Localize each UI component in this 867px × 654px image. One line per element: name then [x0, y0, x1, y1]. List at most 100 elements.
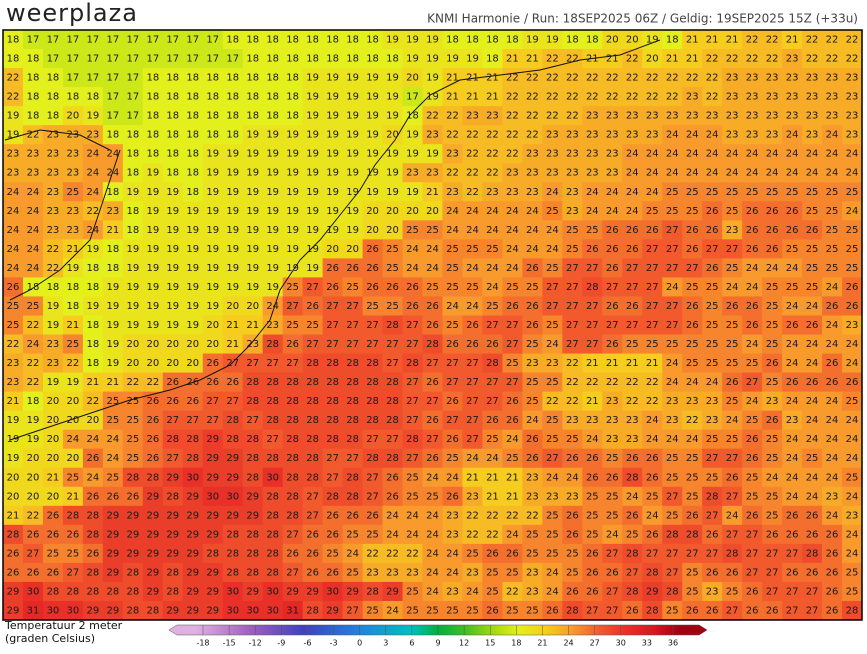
- temperature-label: 28: [266, 529, 279, 540]
- temperature-cell: [382, 49, 404, 69]
- temperature-label: 21: [586, 358, 599, 369]
- temperature-label: 17: [146, 54, 159, 65]
- temperature-cell: [422, 144, 443, 164]
- temperature-label: 28: [486, 358, 499, 369]
- temperature-cell: [22, 87, 44, 107]
- temperature-label: 25: [486, 434, 499, 445]
- temperature-label: 30: [266, 472, 279, 483]
- temperature-label: 24: [786, 453, 799, 464]
- temperature-label: 21: [786, 35, 799, 46]
- temperature-label: 21: [646, 358, 659, 369]
- temperature-label: 25: [366, 605, 379, 616]
- temperature-label: 26: [406, 301, 419, 312]
- temperature-label: 26: [766, 605, 779, 616]
- temperature-label: 28: [186, 453, 199, 464]
- temperature-label: 24: [626, 168, 639, 179]
- temperature-label: 19: [286, 130, 299, 141]
- temperature-label: 23: [746, 130, 759, 141]
- temperature-label: 30: [226, 491, 239, 502]
- temperature-label: 19: [266, 168, 279, 179]
- temperature-label: 28: [346, 377, 359, 388]
- temperature-label: 19: [226, 282, 239, 293]
- temperature-label: 18: [266, 35, 279, 46]
- temperature-cell: [682, 182, 703, 202]
- temperature-label: 17: [107, 92, 120, 103]
- temperature-label: 27: [726, 605, 739, 616]
- temperature-label: 27: [286, 567, 299, 578]
- temperature-label: 20: [87, 415, 100, 426]
- temperature-label: 26: [746, 453, 759, 464]
- temperature-cell: [722, 106, 743, 126]
- temperature-label: 22: [466, 510, 479, 521]
- temperature-label: 24: [426, 263, 439, 274]
- temperature-label: 23: [546, 168, 559, 179]
- temperature-cell: [602, 30, 623, 50]
- temperature-label: 28: [87, 510, 100, 521]
- temperature-label: 24: [786, 491, 799, 502]
- temperature-cell: [522, 182, 543, 202]
- temperature-label: 23: [426, 130, 439, 141]
- temperature-label: 26: [326, 529, 339, 540]
- temperature-label: 19: [386, 73, 399, 84]
- temperature-label: 19: [386, 111, 399, 122]
- temperature-label: 29: [126, 529, 139, 540]
- temperature-label: 19: [186, 282, 199, 293]
- temperature-label: 26: [566, 529, 579, 540]
- temperature-label: 24: [746, 149, 759, 160]
- temperature-cell: [522, 125, 543, 145]
- temperature-label: 27: [466, 415, 479, 426]
- temperature-label: 23: [726, 73, 739, 84]
- temperature-cell: [3, 144, 24, 164]
- temperature-label: 28: [266, 453, 279, 464]
- temperature-label: 23: [726, 225, 739, 236]
- temperature-cell: [382, 68, 404, 88]
- temperature-label: 17: [186, 35, 199, 46]
- temperature-label: 29: [386, 586, 399, 597]
- temperature-label: 28: [306, 415, 319, 426]
- temperature-cell: [542, 220, 563, 240]
- temperature-cell: [122, 87, 144, 107]
- temperature-label: 25: [726, 263, 739, 274]
- temperature-label: 24: [27, 244, 40, 255]
- temperature-label: 26: [506, 301, 519, 312]
- temperature-cell: [182, 220, 204, 240]
- temperature-cell: [682, 144, 703, 164]
- temperature-label: 26: [186, 396, 199, 407]
- temperature-label: 28: [286, 453, 299, 464]
- colorbar-tick-label: -6: [303, 639, 311, 648]
- temperature-cell: [642, 68, 663, 88]
- temperature-label: 24: [666, 358, 679, 369]
- temperature-label: 17: [126, 92, 139, 103]
- temperature-label: 25: [386, 301, 399, 312]
- temperature-label: 18: [346, 35, 359, 46]
- temperature-label: 22: [466, 168, 479, 179]
- temperature-label: 25: [346, 529, 359, 540]
- temperature-label: 22: [766, 54, 779, 65]
- temperature-label: 21: [7, 510, 20, 521]
- temperature-cell: [442, 68, 463, 88]
- temperature-label: 19: [166, 225, 179, 236]
- temperature-label: 24: [746, 282, 759, 293]
- temperature-label: 24: [806, 301, 819, 312]
- temperature-cell: [182, 49, 204, 69]
- temperature-label: 23: [47, 339, 60, 350]
- temperature-cell: [842, 49, 863, 69]
- temperature-label: 25: [726, 434, 739, 445]
- temperature-label: 26: [466, 320, 479, 331]
- temperature-label: 27: [726, 244, 739, 255]
- temperature-label: 18: [286, 35, 299, 46]
- temperature-label: 18: [186, 73, 199, 84]
- temperature-label: 19: [286, 168, 299, 179]
- temperature-cell: [842, 201, 863, 221]
- temperature-cell: [242, 163, 264, 183]
- temperature-label: 27: [686, 548, 699, 559]
- temperature-cell: [482, 163, 503, 183]
- temperature-label: 23: [786, 73, 799, 84]
- temperature-label: 18: [146, 149, 159, 160]
- temperature-label: 28: [246, 453, 259, 464]
- temperature-label: 23: [566, 149, 579, 160]
- temperature-label: 25: [586, 510, 599, 521]
- temperature-label: 27: [746, 529, 759, 540]
- temperature-cell: [222, 49, 244, 69]
- temperature-label: 23: [47, 358, 60, 369]
